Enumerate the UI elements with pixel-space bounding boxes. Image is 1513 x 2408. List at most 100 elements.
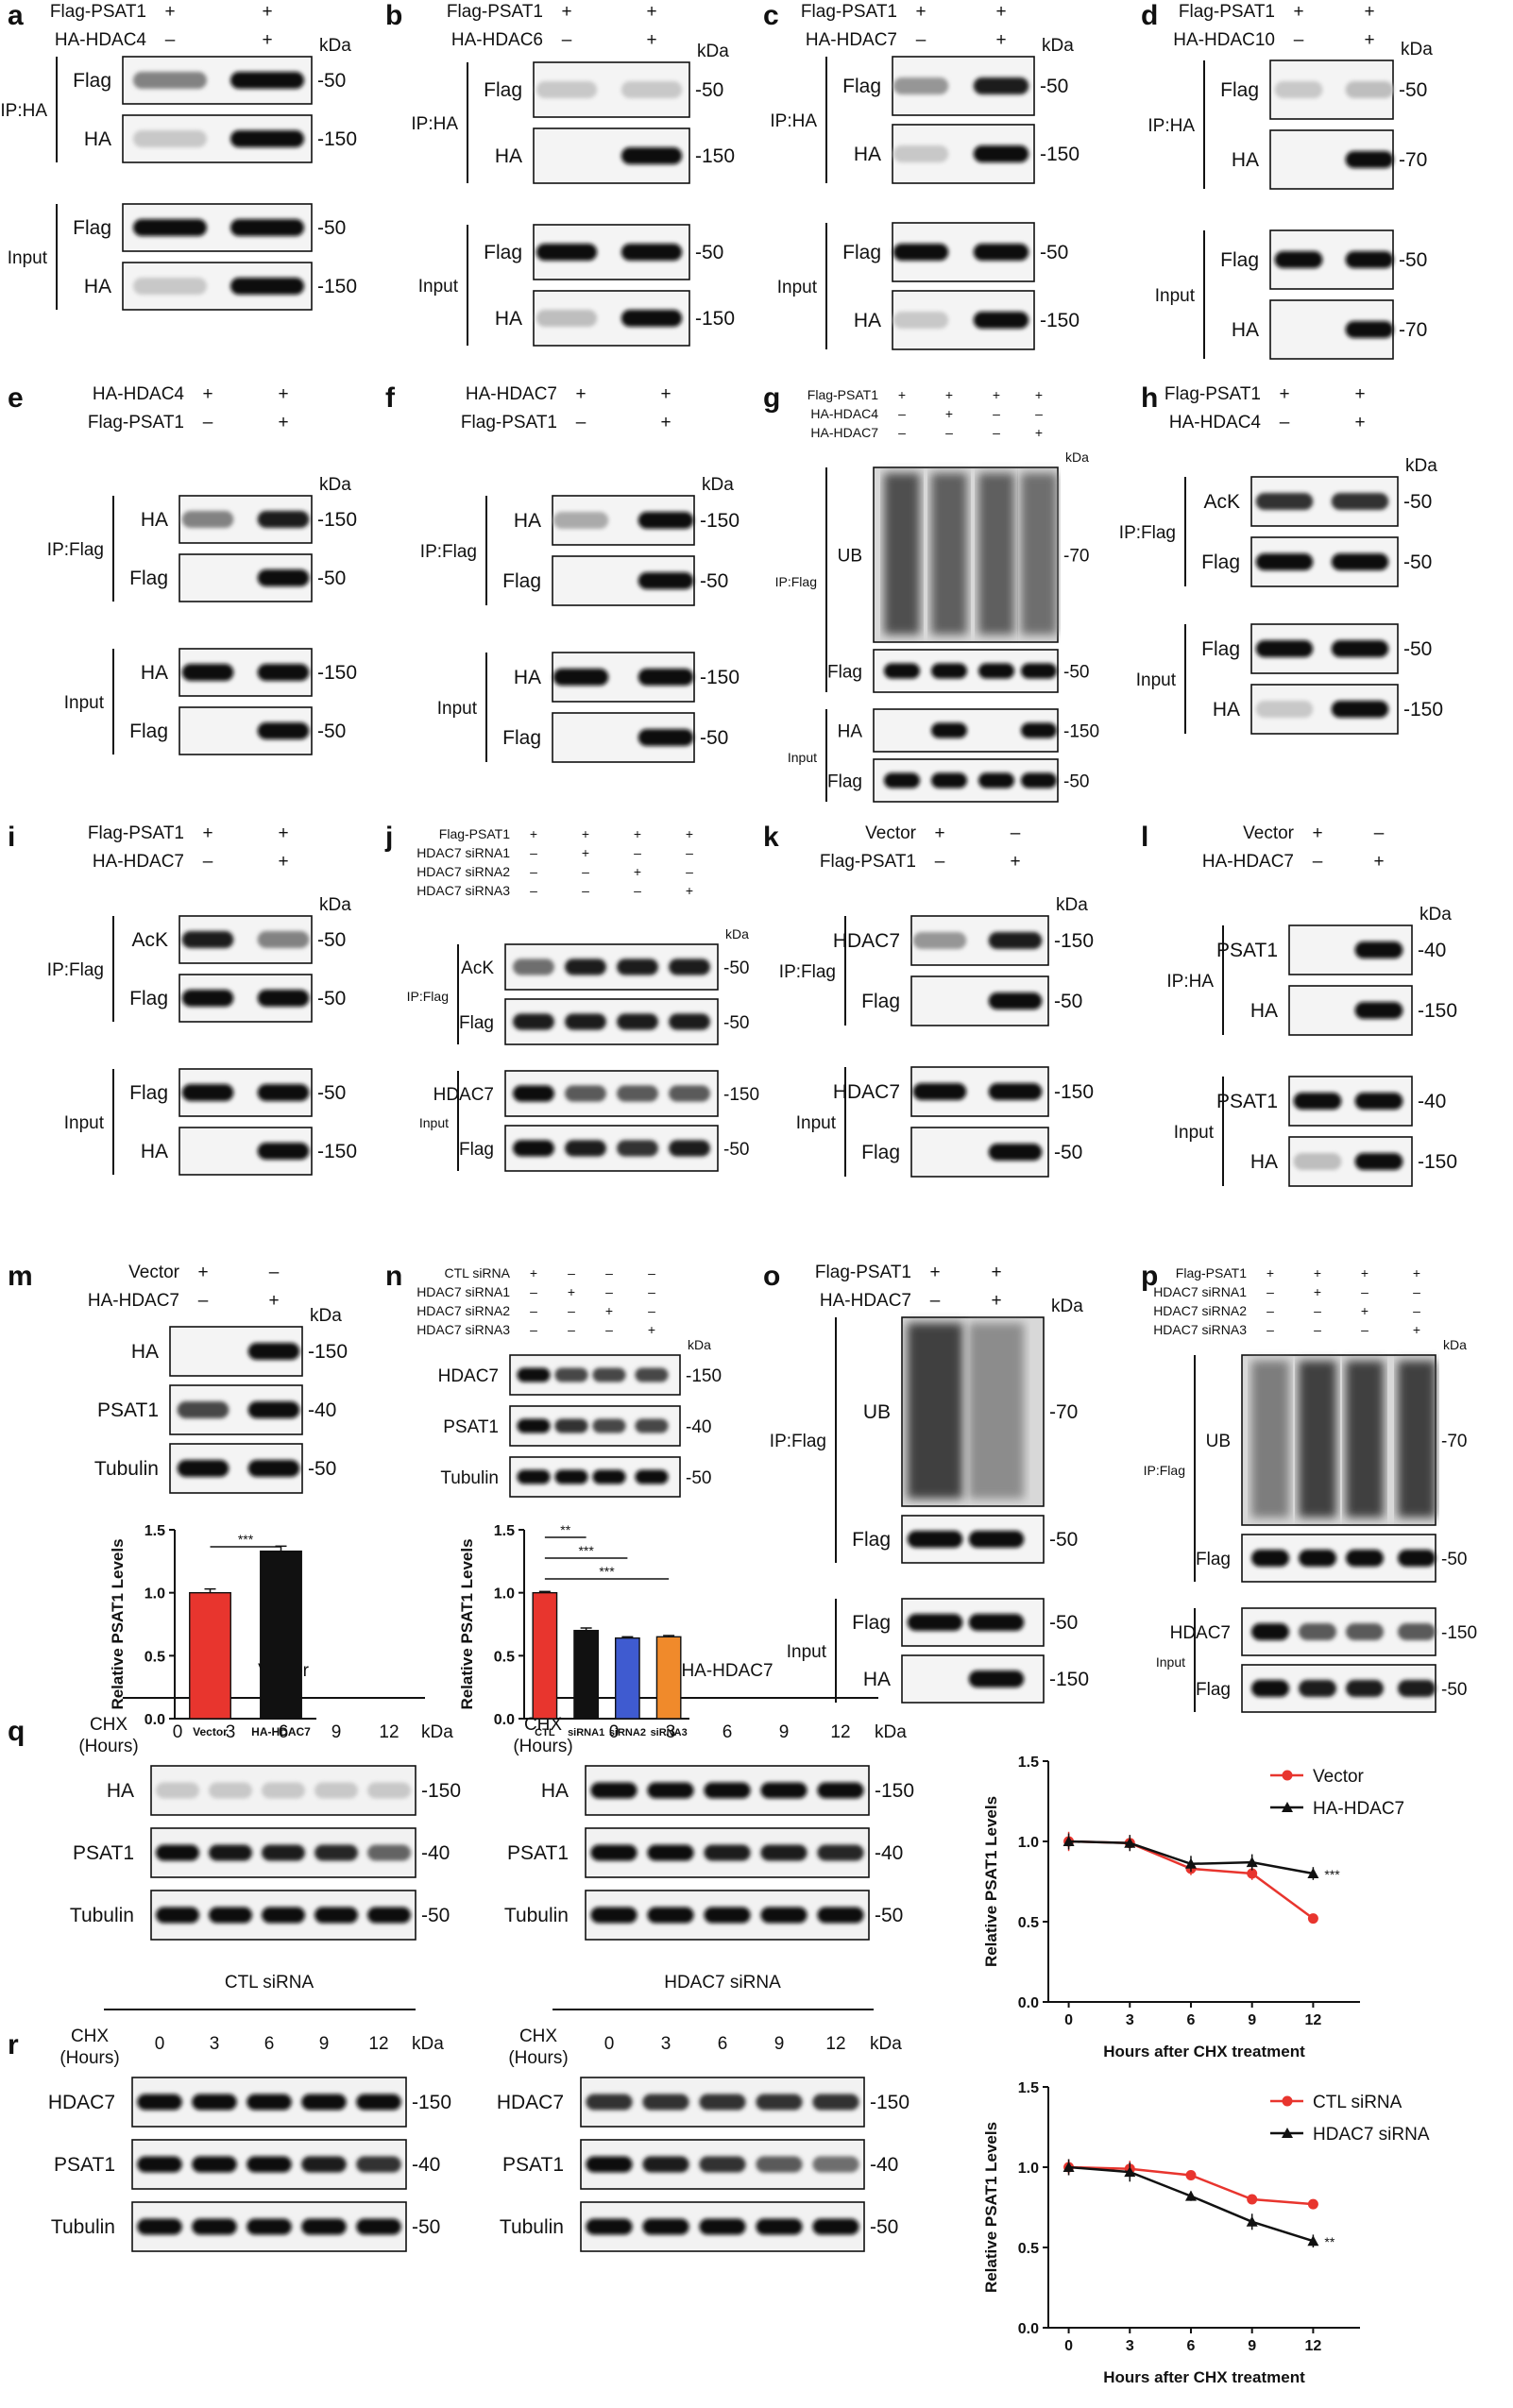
protein-band [1274,81,1323,98]
protein-band [257,1143,310,1160]
protein-band [565,958,606,975]
protein-band [257,931,310,948]
condition-sign: + [197,1263,208,1282]
protein-band [669,1085,710,1102]
mw-marker: -150 [1403,699,1443,721]
mw-marker: -150 [686,1366,722,1386]
significance-mark: ** [1324,2234,1334,2249]
condition-label: Flag-PSAT1 [1176,1265,1247,1280]
protein-band [565,1140,606,1157]
smear-lane [883,473,921,635]
mw-marker: -50 [1399,79,1427,101]
protein-band [1345,151,1394,168]
protein-band [301,2094,347,2111]
x-tick-label: siRNA2 [609,1727,646,1738]
protein-band [704,1782,751,1799]
protein-band [177,1401,230,1418]
mw-marker: -150 [1063,722,1099,742]
protein-band [1299,1680,1336,1697]
protein-band [356,2156,401,2173]
protein-band [133,219,207,236]
condition-label: HDAC7 siRNA1 [1153,1284,1247,1299]
timepoint-label: 12 [830,1722,850,1742]
protein-band [1346,1680,1384,1697]
mw-marker: -50 [723,1140,749,1160]
blot-label: Flag [1220,249,1259,271]
protein-band [192,2094,237,2111]
blot-label: Flag [1220,79,1259,101]
group-label: Input [777,278,818,297]
condition-sign: – [198,1291,209,1311]
mw-marker: -50 [723,1013,749,1033]
condition-label: HDAC7 siRNA1 [416,845,510,860]
condition-label: Vector [128,1263,180,1282]
protein-band [642,2218,689,2235]
protein-band [907,1531,963,1548]
condition-sign: – [568,1303,575,1318]
mw-marker: -150 [421,1780,461,1802]
condition-label: HA-HDAC7 [466,384,557,404]
chart-m-bar: 0.0 0.5 1.0 1.5 Relative PSAT1 Levels Vector H… [109,1523,316,1738]
protein-band [156,1782,199,1799]
mw-marker: -50 [421,1905,450,1926]
panel-label-n: n [385,1261,402,1292]
condition-label: CTL siRNA [445,1265,511,1280]
mw-marker: -40 [875,1842,903,1864]
condition-sign: – [1035,406,1043,421]
y-tick-label: 1.0 [144,1586,165,1603]
mw-marker: -50 [317,1082,346,1104]
kda-label: kDa [310,1306,342,1326]
condition-sign: – [634,845,641,860]
mw-marker: -50 [317,217,346,239]
blot-label: Flag [861,991,900,1012]
protein-band [617,1140,658,1157]
protein-band [704,1907,751,1924]
blot-label: HDAC7 [833,930,900,952]
condition-label: Vector [865,823,917,843]
protein-band [367,1782,411,1799]
blot-label: UB [838,547,862,567]
protein-band [1020,722,1058,738]
panel-label-c: c [763,0,779,31]
group-label: IP:HA [0,101,47,121]
kda-label: kDa [319,36,351,56]
y-tick-label: 1.5 [1018,2080,1039,2096]
protein-band [1398,1680,1436,1697]
protein-band [1255,640,1314,657]
protein-band [565,1013,606,1030]
mw-marker: -150 [1040,144,1080,165]
condition-sign: + [648,1322,655,1337]
bar [532,1591,558,1720]
condition-label: HA-HDAC7 [810,425,878,440]
group-label: IP:HA [1148,116,1195,136]
mw-marker: -50 [700,570,728,592]
chx-title: HDAC7 siRNA [664,1973,781,1993]
protein-band [883,663,921,679]
mw-marker: -50 [875,1905,903,1926]
x-tick-label: 6 [1187,2338,1196,2354]
condition-sign: – [898,406,906,421]
data-point [1247,2194,1258,2205]
protein-band [1331,553,1389,570]
x-axis-label: Hours after CHX treatment [1103,2043,1305,2060]
bar [655,1636,682,1720]
blot-label: HDAC7 [1170,1623,1231,1643]
x-axis-label: Hours after CHX treatment [1103,2368,1305,2386]
timepoint-label: 3 [226,1722,236,1742]
timepoint-label: 6 [718,2034,728,2054]
protein-band [930,772,968,789]
condition-sign: + [991,1291,1001,1311]
data-point [1246,2215,1258,2227]
condition-sign: – [916,30,926,50]
blot-label: HA [1250,1151,1278,1173]
protein-band [209,1907,252,1924]
chart-q-line: 0.0 0.5 1.0 1.5 Relative PSAT1 Levels 0 3 6 9 12 H… [982,1755,1404,2060]
protein-band [536,310,598,327]
protein-band [669,958,710,975]
condition-label: HA-HDAC4 [55,30,147,50]
group-label: Input [787,1642,827,1662]
y-tick-label: 0.0 [1018,1995,1039,2011]
blot-label: PSAT1 [443,1417,499,1437]
protein-band [192,2218,237,2235]
protein-band [669,1140,710,1157]
